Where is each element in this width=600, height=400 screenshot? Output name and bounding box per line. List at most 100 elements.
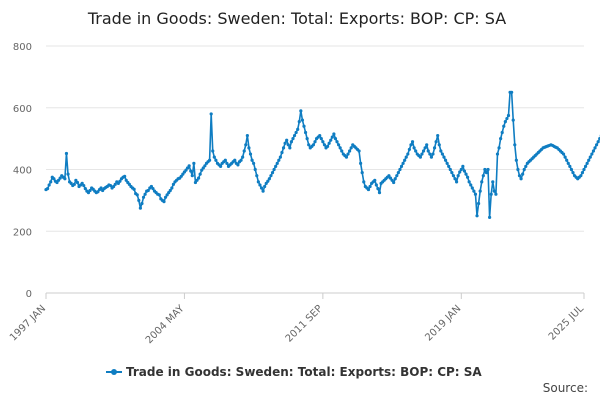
data-point[interactable] xyxy=(344,155,349,159)
data-point[interactable] xyxy=(299,109,303,113)
data-point[interactable] xyxy=(300,118,305,122)
data-point[interactable] xyxy=(368,184,372,189)
data-point[interactable] xyxy=(357,149,361,153)
data-point[interactable] xyxy=(486,167,490,172)
data-point[interactable] xyxy=(329,138,333,142)
data-point[interactable] xyxy=(64,151,69,156)
data-point[interactable] xyxy=(203,164,207,168)
data-point[interactable] xyxy=(568,164,572,169)
data-point[interactable] xyxy=(456,174,460,178)
data-point[interactable] xyxy=(63,177,67,181)
data-point[interactable] xyxy=(113,182,117,186)
data-point[interactable] xyxy=(495,152,500,156)
data-point[interactable] xyxy=(146,188,150,193)
data-point[interactable] xyxy=(294,130,298,135)
data-point[interactable] xyxy=(404,155,408,159)
data-point[interactable] xyxy=(477,201,481,206)
data-point[interactable] xyxy=(327,141,331,145)
data-point[interactable] xyxy=(340,149,344,153)
data-point[interactable] xyxy=(275,161,279,165)
data-point[interactable] xyxy=(360,170,364,175)
data-point[interactable] xyxy=(256,180,260,184)
data-point[interactable] xyxy=(472,189,476,193)
data-point[interactable] xyxy=(502,124,506,128)
data-point[interactable] xyxy=(219,164,223,169)
data-point[interactable] xyxy=(75,180,80,185)
data-point[interactable] xyxy=(307,143,311,147)
data-point[interactable] xyxy=(366,187,371,192)
data-point[interactable] xyxy=(492,189,496,193)
data-point[interactable] xyxy=(506,113,511,118)
data-point[interactable] xyxy=(189,169,193,173)
data-point[interactable] xyxy=(214,158,218,162)
data-point[interactable] xyxy=(270,170,275,175)
data-point[interactable] xyxy=(151,187,155,191)
data-point[interactable] xyxy=(473,192,478,196)
data-point[interactable] xyxy=(587,158,591,162)
data-point[interactable] xyxy=(292,133,297,138)
data-point[interactable] xyxy=(223,158,227,162)
data-point[interactable] xyxy=(448,167,452,172)
data-point[interactable] xyxy=(252,161,256,165)
data-point[interactable] xyxy=(163,195,168,199)
data-point[interactable] xyxy=(571,170,575,175)
data-point[interactable] xyxy=(272,167,276,172)
data-point[interactable] xyxy=(303,130,308,135)
data-point[interactable] xyxy=(519,177,523,181)
data-point[interactable] xyxy=(263,184,267,189)
data-point[interactable] xyxy=(241,155,245,159)
data-point[interactable] xyxy=(593,146,597,150)
data-point[interactable] xyxy=(489,192,493,196)
data-point[interactable] xyxy=(337,143,341,147)
data-point[interactable] xyxy=(123,174,127,178)
data-point[interactable] xyxy=(421,149,426,153)
data-point[interactable] xyxy=(377,191,382,195)
data-point[interactable] xyxy=(585,161,589,165)
data-point[interactable] xyxy=(137,198,141,202)
data-point[interactable] xyxy=(248,152,253,156)
data-point[interactable] xyxy=(407,147,411,152)
data-point[interactable] xyxy=(267,177,271,181)
data-point[interactable] xyxy=(432,146,437,150)
data-point[interactable] xyxy=(82,183,86,188)
data-point[interactable] xyxy=(418,155,422,159)
data-point[interactable] xyxy=(348,149,352,153)
data-point[interactable] xyxy=(211,149,215,153)
data-point[interactable] xyxy=(469,183,473,187)
data-point[interactable] xyxy=(566,161,570,165)
data-point[interactable] xyxy=(255,174,259,178)
data-point[interactable] xyxy=(335,140,339,144)
data-point[interactable] xyxy=(516,167,520,172)
data-point[interactable] xyxy=(138,206,142,210)
data-point[interactable] xyxy=(591,149,596,153)
data-point[interactable] xyxy=(420,152,424,156)
data-point[interactable] xyxy=(410,140,415,144)
data-point[interactable] xyxy=(462,169,467,173)
data-point[interactable] xyxy=(338,146,342,150)
data-point[interactable] xyxy=(429,155,434,159)
data-point[interactable] xyxy=(359,161,363,165)
data-point[interactable] xyxy=(437,143,441,147)
data-point[interactable] xyxy=(579,174,583,178)
data-point[interactable] xyxy=(168,188,172,193)
data-point[interactable] xyxy=(524,164,528,169)
data-point[interactable] xyxy=(583,164,588,169)
data-point[interactable] xyxy=(478,189,482,193)
data-point[interactable] xyxy=(510,90,514,94)
data-point[interactable] xyxy=(511,118,515,122)
data-point[interactable] xyxy=(83,187,87,191)
data-point[interactable] xyxy=(480,180,484,184)
data-point[interactable] xyxy=(440,152,445,156)
data-point[interactable] xyxy=(187,164,191,168)
data-point[interactable] xyxy=(286,143,290,147)
data-point[interactable] xyxy=(225,161,229,165)
data-point[interactable] xyxy=(253,167,257,172)
data-point[interactable] xyxy=(233,158,237,162)
data-point[interactable] xyxy=(47,183,51,187)
data-point[interactable] xyxy=(461,164,465,169)
data-point[interactable] xyxy=(212,155,216,159)
data-point[interactable] xyxy=(99,186,103,190)
data-point[interactable] xyxy=(465,175,470,179)
data-point[interactable] xyxy=(373,178,377,182)
data-point[interactable] xyxy=(143,192,147,196)
